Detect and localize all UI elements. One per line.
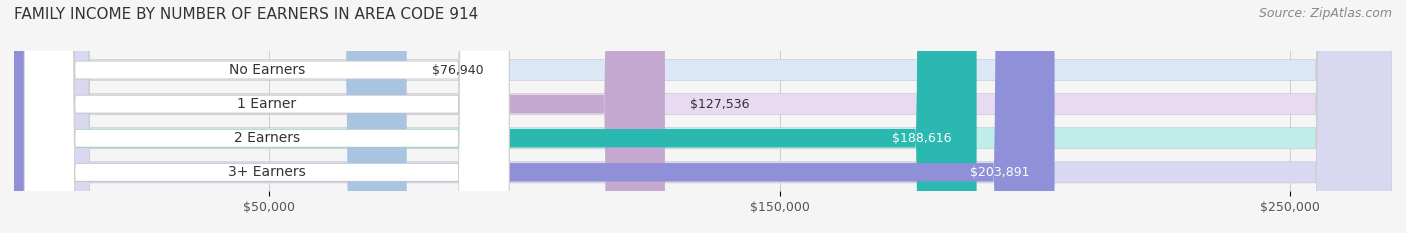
Text: 3+ Earners: 3+ Earners <box>228 165 305 179</box>
FancyBboxPatch shape <box>14 0 1392 233</box>
FancyBboxPatch shape <box>24 0 509 233</box>
FancyBboxPatch shape <box>14 0 1054 233</box>
Text: $203,891: $203,891 <box>970 166 1029 179</box>
Text: 2 Earners: 2 Earners <box>233 131 299 145</box>
Text: Source: ZipAtlas.com: Source: ZipAtlas.com <box>1258 7 1392 20</box>
FancyBboxPatch shape <box>14 0 1392 233</box>
FancyBboxPatch shape <box>24 0 509 233</box>
Text: 1 Earner: 1 Earner <box>238 97 297 111</box>
FancyBboxPatch shape <box>14 0 1392 233</box>
FancyBboxPatch shape <box>14 0 977 233</box>
FancyBboxPatch shape <box>24 0 509 233</box>
Text: $76,940: $76,940 <box>432 64 484 76</box>
Text: No Earners: No Earners <box>229 63 305 77</box>
FancyBboxPatch shape <box>14 0 665 233</box>
Text: $127,536: $127,536 <box>690 98 749 111</box>
Text: $188,616: $188,616 <box>891 132 950 145</box>
FancyBboxPatch shape <box>14 0 406 233</box>
FancyBboxPatch shape <box>14 0 1392 233</box>
Text: FAMILY INCOME BY NUMBER OF EARNERS IN AREA CODE 914: FAMILY INCOME BY NUMBER OF EARNERS IN AR… <box>14 7 478 22</box>
FancyBboxPatch shape <box>24 0 509 233</box>
